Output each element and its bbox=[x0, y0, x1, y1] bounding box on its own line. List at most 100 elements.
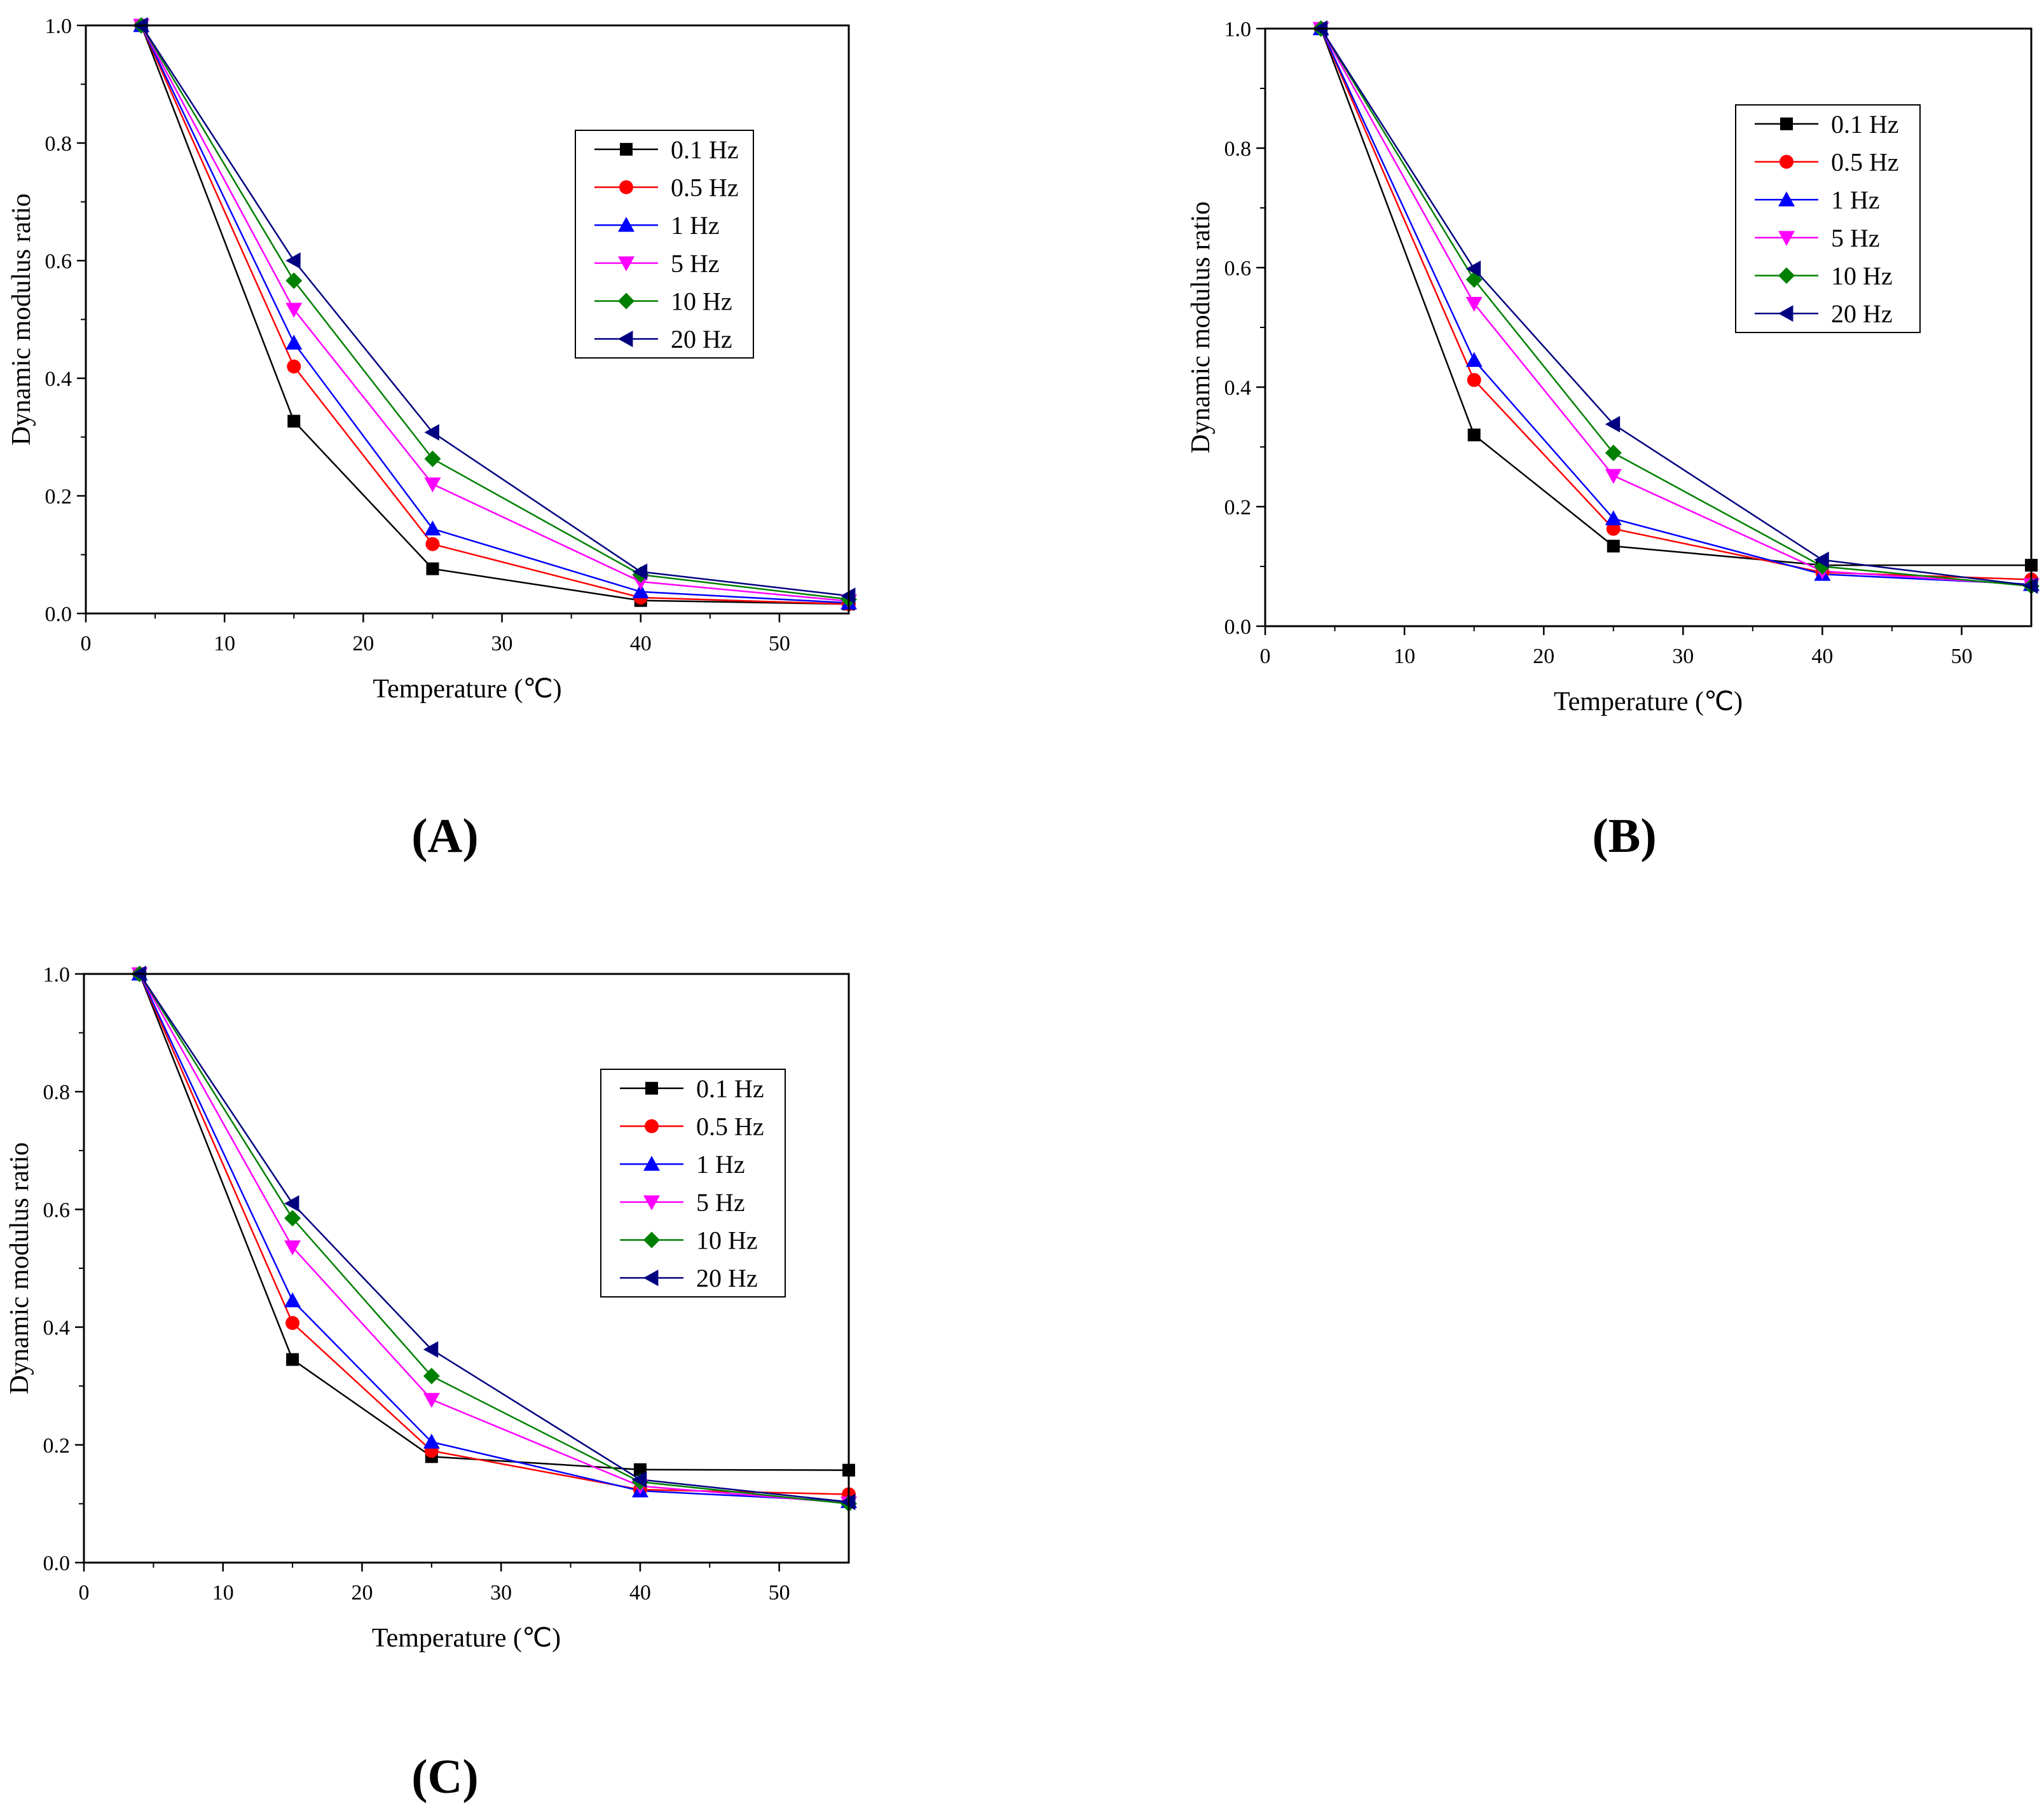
legend-marker bbox=[618, 217, 634, 232]
series-line-2 bbox=[1320, 28, 2032, 586]
data-point bbox=[424, 424, 439, 441]
y-axis-title: Dynamic modulus ratio bbox=[7, 193, 36, 446]
y-tick-labels: 0.0 0.2 0.4 0.6 0.8 1.0 bbox=[43, 963, 71, 1575]
legend-label: 20 Hz bbox=[1831, 299, 1893, 328]
data-point bbox=[632, 563, 648, 580]
data-point bbox=[423, 1434, 440, 1449]
y-tick-label: 0.4 bbox=[1224, 376, 1252, 400]
series-markers bbox=[1312, 20, 2040, 595]
x-tick-label: 20 bbox=[352, 632, 374, 655]
x-tick-label: 10 bbox=[212, 1581, 234, 1605]
legend-label: 1 Hz bbox=[696, 1150, 745, 1179]
series-line-5 bbox=[1320, 28, 2032, 587]
data-point bbox=[285, 252, 301, 269]
data-point bbox=[425, 537, 440, 551]
x-tick-label: 40 bbox=[629, 1581, 651, 1605]
x-tick-label: 0 bbox=[1260, 645, 1271, 668]
x-tick-labels: 0 10 20 30 40 50 bbox=[1260, 645, 1973, 668]
legend-marker bbox=[1778, 231, 1795, 246]
panel-label: (C) bbox=[411, 1750, 479, 1804]
data-point bbox=[1605, 416, 1621, 433]
legend-box bbox=[1735, 104, 1921, 333]
x-tick-label: 30 bbox=[490, 1581, 512, 1605]
x-tick-label: 50 bbox=[1951, 645, 1972, 668]
legend-marker bbox=[643, 1270, 659, 1287]
data-point bbox=[287, 414, 301, 428]
data-point bbox=[424, 450, 441, 467]
data-point bbox=[1814, 551, 1829, 568]
y-tick-label: 0.0 bbox=[43, 1552, 71, 1575]
x-axis-title: Temperature (℃) bbox=[373, 675, 561, 704]
x-axis-title: Temperature (℃) bbox=[372, 1624, 561, 1653]
legend-marker bbox=[643, 1231, 660, 1249]
x-tick-label: 10 bbox=[214, 632, 235, 655]
data-point bbox=[1467, 428, 1481, 442]
x-tick-label: 50 bbox=[769, 1581, 790, 1605]
series-lines bbox=[1320, 28, 2032, 587]
legend-marker bbox=[618, 292, 634, 310]
legend-marker bbox=[645, 1119, 659, 1133]
data-point bbox=[632, 583, 649, 599]
legend-marker bbox=[618, 331, 633, 348]
data-point bbox=[284, 1195, 299, 1212]
data-point bbox=[284, 1292, 301, 1308]
series-line-0 bbox=[1320, 28, 2031, 566]
y-tick-label: 0.2 bbox=[45, 485, 72, 509]
y-tick-labels: 0.0 0.2 0.4 0.6 0.8 1.0 bbox=[45, 15, 72, 626]
legend-label: 5 Hz bbox=[696, 1188, 745, 1217]
y-tick-label: 0.0 bbox=[1224, 615, 1252, 639]
x-tick-label: 50 bbox=[769, 632, 790, 655]
axis-ticks bbox=[1256, 27, 1963, 635]
legend-marker bbox=[645, 1081, 658, 1095]
x-axis-title: Temperature (℃) bbox=[1554, 687, 1743, 716]
legend-label: 0.1 Hz bbox=[671, 135, 739, 164]
legend-label: 0.1 Hz bbox=[1831, 110, 1899, 139]
y-tick-label: 0.6 bbox=[43, 1198, 71, 1222]
data-point bbox=[423, 1367, 440, 1385]
y-axis-title: Dynamic modulus ratio bbox=[1186, 202, 1216, 454]
y-tick-label: 1.0 bbox=[43, 963, 71, 987]
series-line-4 bbox=[1320, 28, 2032, 587]
legend-marker bbox=[1780, 117, 1793, 130]
panel-label: (B) bbox=[1592, 809, 1656, 863]
chart-panel-a: 0 10 20 30 40 50 0.0 0.2 0.4 0.6 0.8 1.0 Temperatu… bbox=[7, 15, 857, 863]
data-point bbox=[1606, 521, 1621, 536]
legend-marker bbox=[643, 1156, 660, 1171]
x-tick-labels: 0 10 20 30 40 50 bbox=[81, 632, 790, 655]
data-point bbox=[284, 1210, 301, 1227]
y-tick-label: 0.6 bbox=[1224, 257, 1252, 280]
chart-panel-c: 0 10 20 30 40 50 0.0 0.2 0.4 0.6 0.8 1.0 Temperatu… bbox=[5, 963, 857, 1804]
x-tick-label: 20 bbox=[351, 1581, 373, 1605]
x-tick-label: 40 bbox=[1811, 645, 1833, 668]
legend-marker bbox=[1778, 267, 1795, 284]
y-tick-label: 0.6 bbox=[45, 250, 72, 273]
axis-ticks bbox=[77, 24, 781, 622]
legend-marker bbox=[1778, 305, 1794, 322]
y-tick-label: 0.0 bbox=[45, 603, 72, 626]
legend-marker bbox=[1780, 154, 1794, 169]
data-point bbox=[631, 1471, 647, 1488]
legend-label: 5 Hz bbox=[1831, 224, 1880, 252]
axis-ticks bbox=[75, 973, 780, 1572]
data-point bbox=[285, 334, 303, 350]
data-point bbox=[285, 272, 303, 289]
legend-label: 1 Hz bbox=[671, 211, 720, 240]
y-tick-label: 0.8 bbox=[43, 1081, 71, 1104]
legend-marker bbox=[619, 180, 633, 195]
data-point bbox=[1605, 469, 1622, 484]
x-tick-label: 10 bbox=[1394, 645, 1415, 668]
legend-label: 20 Hz bbox=[696, 1264, 758, 1292]
legend-box bbox=[575, 130, 754, 359]
data-point bbox=[1465, 260, 1481, 277]
legend-label: 20 Hz bbox=[671, 325, 732, 353]
legend-label: 10 Hz bbox=[696, 1226, 758, 1255]
legend-marker bbox=[618, 256, 634, 271]
legend-label: 1 Hz bbox=[1831, 186, 1880, 214]
legend-marker bbox=[643, 1195, 660, 1210]
y-tick-label: 0.4 bbox=[43, 1317, 71, 1340]
data-point bbox=[1607, 540, 1620, 553]
legend-label: 0.5 Hz bbox=[696, 1113, 764, 1141]
y-tick-label: 0.8 bbox=[1224, 137, 1252, 161]
legend-box bbox=[600, 1069, 786, 1298]
